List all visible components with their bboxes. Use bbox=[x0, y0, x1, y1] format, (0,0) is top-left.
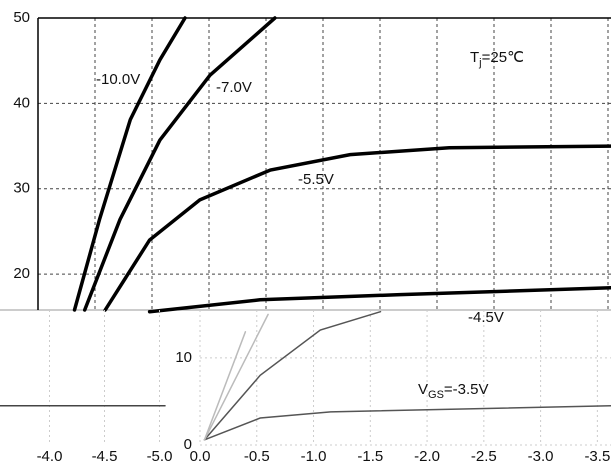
y-tick-label: 50 bbox=[13, 9, 30, 26]
curve bbox=[72, 16, 187, 312]
x-tick-label: -1.5 bbox=[357, 448, 383, 465]
y-tick-label: 0 bbox=[184, 436, 192, 453]
x-tick-label: -0.5 bbox=[244, 448, 270, 465]
panel-background bbox=[0, 310, 611, 465]
annotation: -7.0V bbox=[216, 79, 252, 96]
x-tick-label: -4.0 bbox=[37, 448, 63, 465]
y-tick-label: 40 bbox=[13, 94, 30, 111]
x-tick-label: -3.0 bbox=[528, 448, 554, 465]
annotation: -5.5V bbox=[298, 171, 334, 188]
annotation: -4.5V bbox=[468, 309, 504, 326]
curve bbox=[203, 331, 247, 441]
curve bbox=[203, 405, 611, 441]
x-tick-label: -2.5 bbox=[471, 448, 497, 465]
tj-label: Tj=25℃ bbox=[470, 49, 524, 69]
vgs-sub: GS bbox=[428, 389, 444, 401]
x-tick-label: -5.0 bbox=[147, 448, 173, 465]
curve bbox=[103, 144, 611, 312]
vgs-main: V bbox=[418, 381, 428, 398]
x-tick-label: -4.5 bbox=[92, 448, 118, 465]
tj-sub: j bbox=[478, 57, 481, 69]
x-tick-label: -2.0 bbox=[414, 448, 440, 465]
tj-rest: =25℃ bbox=[482, 49, 524, 66]
tj-main: T bbox=[470, 49, 479, 66]
curve bbox=[203, 310, 382, 441]
vgs-label: VGS=-3.5V bbox=[418, 381, 489, 401]
y-tick-label: 30 bbox=[13, 180, 30, 197]
curve bbox=[82, 16, 277, 312]
curve bbox=[147, 286, 611, 314]
vgs-rest: =-3.5V bbox=[444, 381, 489, 398]
x-tick-label: -1.0 bbox=[301, 448, 327, 465]
annotation: -10.0V bbox=[96, 71, 140, 88]
x-tick-label: -3.5 bbox=[584, 448, 610, 465]
y-tick-label: 10 bbox=[175, 349, 192, 366]
curve bbox=[203, 313, 269, 441]
y-tick-label: 20 bbox=[13, 265, 30, 282]
x-tick-label: 0.0 bbox=[190, 448, 211, 465]
plot-layer: 20 30 40 50 0.0 -0.5 -1.0 -1.5 -2.0 -2.5 -3.0 -3.5 0… bbox=[0, 9, 611, 465]
